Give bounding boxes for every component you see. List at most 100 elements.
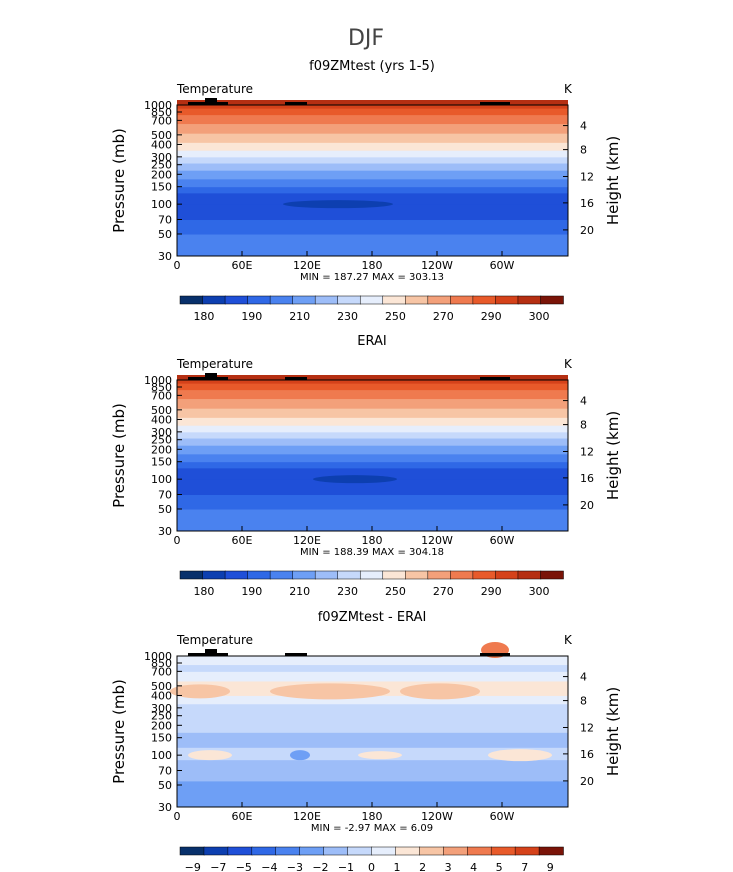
lon-tick-label: 60W [490, 810, 515, 823]
y-axis-label: Pressure (mb) [110, 403, 128, 508]
lon-tick-label: 180 [362, 810, 383, 823]
lon-tick-label: 0 [174, 259, 181, 272]
contour-band [177, 425, 568, 433]
colorbar-swatch [359, 570, 384, 580]
contour-band [177, 509, 568, 532]
anomaly-contour [188, 750, 232, 761]
height-tick-label: 4 [580, 395, 587, 408]
colorbar-swatch [292, 570, 316, 580]
pressure-tick-label: 30 [158, 801, 172, 814]
colorbar-label: 190 [241, 585, 262, 598]
anomaly-contour [488, 749, 552, 762]
panel-title: f09ZMtest (yrs 1-5) [309, 59, 435, 74]
colorbar-swatch [179, 570, 204, 580]
pressure-tick-label: 100 [151, 198, 172, 211]
pressure-tick-label: 500 [151, 129, 172, 142]
colorbar-swatch [323, 846, 349, 856]
lon-tick-label: 0 [174, 534, 181, 547]
colorbar-swatch [269, 570, 294, 580]
colorbar-swatch [275, 846, 301, 856]
height-tick-label: 16 [580, 748, 594, 761]
colorbar-swatch [382, 295, 407, 305]
lon-tick-label: 0 [174, 810, 181, 823]
colorbar-swatch [540, 570, 564, 580]
anomaly-contour [270, 683, 390, 700]
contour-band [177, 133, 568, 143]
colorbar-swatch [179, 846, 205, 856]
figure-title: DJF [348, 26, 384, 51]
colorbar-swatch [427, 570, 452, 580]
pressure-tick-label: 850 [151, 381, 172, 394]
colorbar-swatch [490, 846, 516, 856]
colorbar-label: 180 [193, 310, 214, 323]
panel-left-label: Temperature [176, 633, 253, 647]
y-axis-label: Pressure (mb) [110, 128, 128, 233]
colorbar-swatch [292, 295, 316, 305]
colorbar-swatch [472, 295, 497, 305]
colorbar-swatch [347, 846, 373, 856]
colorbar-label: 250 [385, 310, 406, 323]
colorbar-swatch [202, 570, 226, 580]
pressure-tick-label: 400 [151, 138, 172, 151]
pressure-tick-label: 30 [158, 250, 172, 263]
pressure-tick-label: 250 [151, 434, 172, 447]
pressure-tick-label: 150 [151, 181, 172, 194]
contour-band [177, 150, 568, 158]
contour-band [177, 732, 568, 748]
topography [285, 653, 307, 656]
colorbar-swatch [247, 570, 271, 580]
pressure-tick-label: 700 [151, 389, 172, 402]
contour-band [177, 186, 568, 194]
colorbar-swatch [405, 295, 429, 305]
pressure-tick-label: 70 [158, 765, 172, 778]
lon-tick-label: 120E [293, 810, 321, 823]
topography [285, 102, 307, 105]
colorbar-swatch [405, 570, 429, 580]
height-tick-label: 8 [580, 144, 587, 157]
topography [205, 98, 217, 102]
contour-band [177, 479, 568, 496]
contour-band [177, 380, 568, 384]
topography [205, 649, 217, 653]
colorbar-swatch [514, 846, 540, 856]
colorbar-swatch [517, 570, 542, 580]
contour-band [177, 219, 568, 235]
pressure-tick-label: 300 [151, 426, 172, 439]
surface-warm-band [177, 375, 568, 380]
colorbar-label: −3 [287, 861, 303, 872]
colorbar-swatch [450, 295, 474, 305]
anomaly-contour [170, 684, 230, 699]
colorbar-swatch [382, 570, 407, 580]
pressure-tick-label: 700 [151, 665, 172, 678]
colorbar-swatch [395, 846, 421, 856]
pressure-tick-label: 200 [151, 443, 172, 456]
colorbar-label: −9 [185, 861, 201, 872]
pressure-tick-label: 200 [151, 168, 172, 181]
colorbar-label: 230 [337, 310, 358, 323]
anomaly-contour [400, 683, 480, 700]
lon-tick-label: 60W [490, 534, 515, 547]
panel-units: K [564, 82, 573, 96]
pressure-tick-label: 70 [158, 214, 172, 227]
contour-band [177, 192, 568, 205]
colorbar-swatch [227, 846, 253, 856]
colorbar-label: 300 [529, 585, 550, 598]
pressure-tick-label: 50 [158, 779, 172, 792]
pressure-tick-label: 50 [158, 228, 172, 241]
colorbar-label: 5 [496, 861, 503, 872]
lon-tick-label: 60E [232, 810, 253, 823]
colorbar-label: 190 [241, 310, 262, 323]
colorbar-label: 250 [385, 585, 406, 598]
pressure-tick-label: 850 [151, 657, 172, 670]
surface-warm-band [177, 100, 568, 105]
colorbar-label: −2 [312, 861, 328, 872]
colorbar-label: 9 [547, 861, 554, 872]
colorbar-label: 230 [337, 585, 358, 598]
topography [188, 653, 228, 656]
pressure-tick-label: 150 [151, 456, 172, 469]
colorbar-swatch [337, 295, 361, 305]
lon-tick-label: 120E [293, 259, 321, 272]
colorbar-swatch [314, 570, 339, 580]
height-tick-label: 20 [580, 224, 594, 237]
